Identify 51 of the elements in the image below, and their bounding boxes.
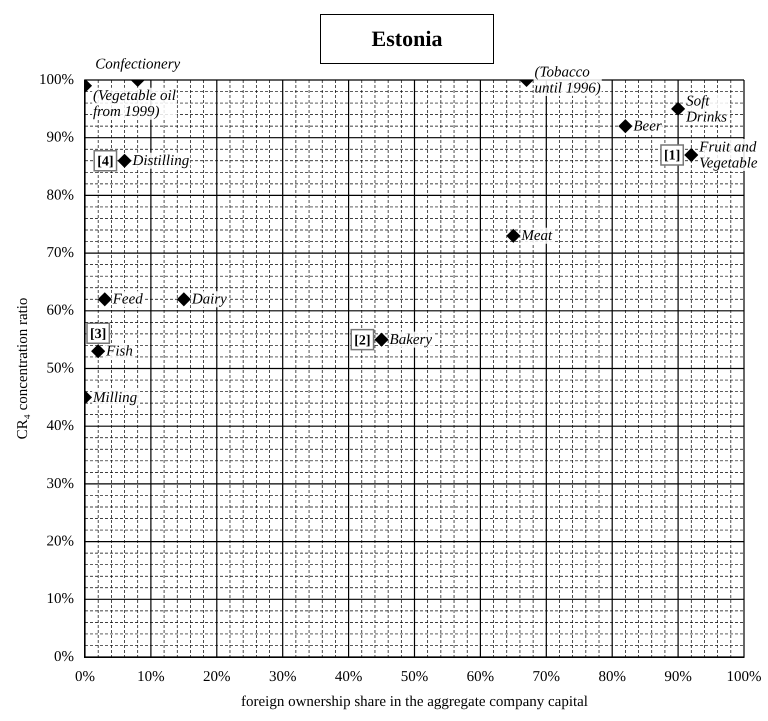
y-tick-label: 10% [46, 591, 74, 608]
point [506, 229, 520, 243]
x-tick-label: 60% [466, 668, 494, 685]
y-tick-label: 90% [46, 130, 74, 146]
annotation: Meat [520, 228, 553, 244]
annotation: Feed [112, 292, 144, 308]
x-tick-label: 10% [137, 668, 165, 685]
point [374, 332, 388, 346]
point [177, 292, 191, 306]
chart-title: Estonia [320, 14, 494, 64]
annotation: Dairy [190, 292, 228, 308]
x-tick-label: 50% [400, 668, 428, 685]
point [684, 148, 698, 162]
y-tick-label: 50% [46, 360, 74, 376]
x-tick-label: 20% [203, 668, 231, 685]
y-tick-label: 20% [46, 534, 74, 550]
y-tick-label: 80% [46, 187, 74, 204]
annotation: Milling [92, 390, 138, 406]
point [98, 292, 112, 306]
annotation: Soft Drinks [685, 93, 728, 126]
point [618, 119, 632, 133]
y-axis-title: CR₄ concentration ratio [14, 298, 31, 440]
x-tick-label: 30% [268, 668, 296, 685]
y-tick-label: 60% [46, 302, 74, 319]
annotation: (Vegetable oil from 1999) [92, 88, 176, 120]
annotation: [4] [97, 154, 114, 170]
annotation: Beer [633, 118, 662, 135]
point [91, 344, 105, 358]
annotation: Distilling [132, 153, 190, 170]
annotation: Fruit and Vegetable [698, 139, 758, 172]
y-tick-label: 70% [46, 245, 74, 262]
x-tick-label: 90% [664, 668, 692, 685]
y-tick-label: 0% [54, 648, 74, 665]
x-tick-label: 0% [74, 668, 95, 685]
annotation: Fish [105, 344, 133, 360]
point [118, 154, 132, 168]
annotation: (Tobacco until 1996) [534, 64, 601, 96]
y-tick-label: 100% [38, 72, 74, 88]
annotation: [1] [664, 148, 680, 164]
annotation: Bakery [390, 332, 432, 348]
x-tick-label: 80% [598, 668, 626, 685]
y-tick-label: 40% [46, 418, 74, 434]
x-tick-label: 40% [334, 668, 362, 685]
x-axis-title: foreign ownership share in the aggregate company capital [241, 694, 588, 710]
annotation: Confectionery [95, 56, 181, 72]
x-tick-label: 100% [726, 668, 762, 685]
y-tick-label: 30% [46, 476, 74, 492]
annotation: [3] [90, 326, 106, 342]
annotation: [2] [354, 333, 371, 348]
x-tick-label: 70% [532, 668, 560, 685]
point [671, 102, 685, 116]
